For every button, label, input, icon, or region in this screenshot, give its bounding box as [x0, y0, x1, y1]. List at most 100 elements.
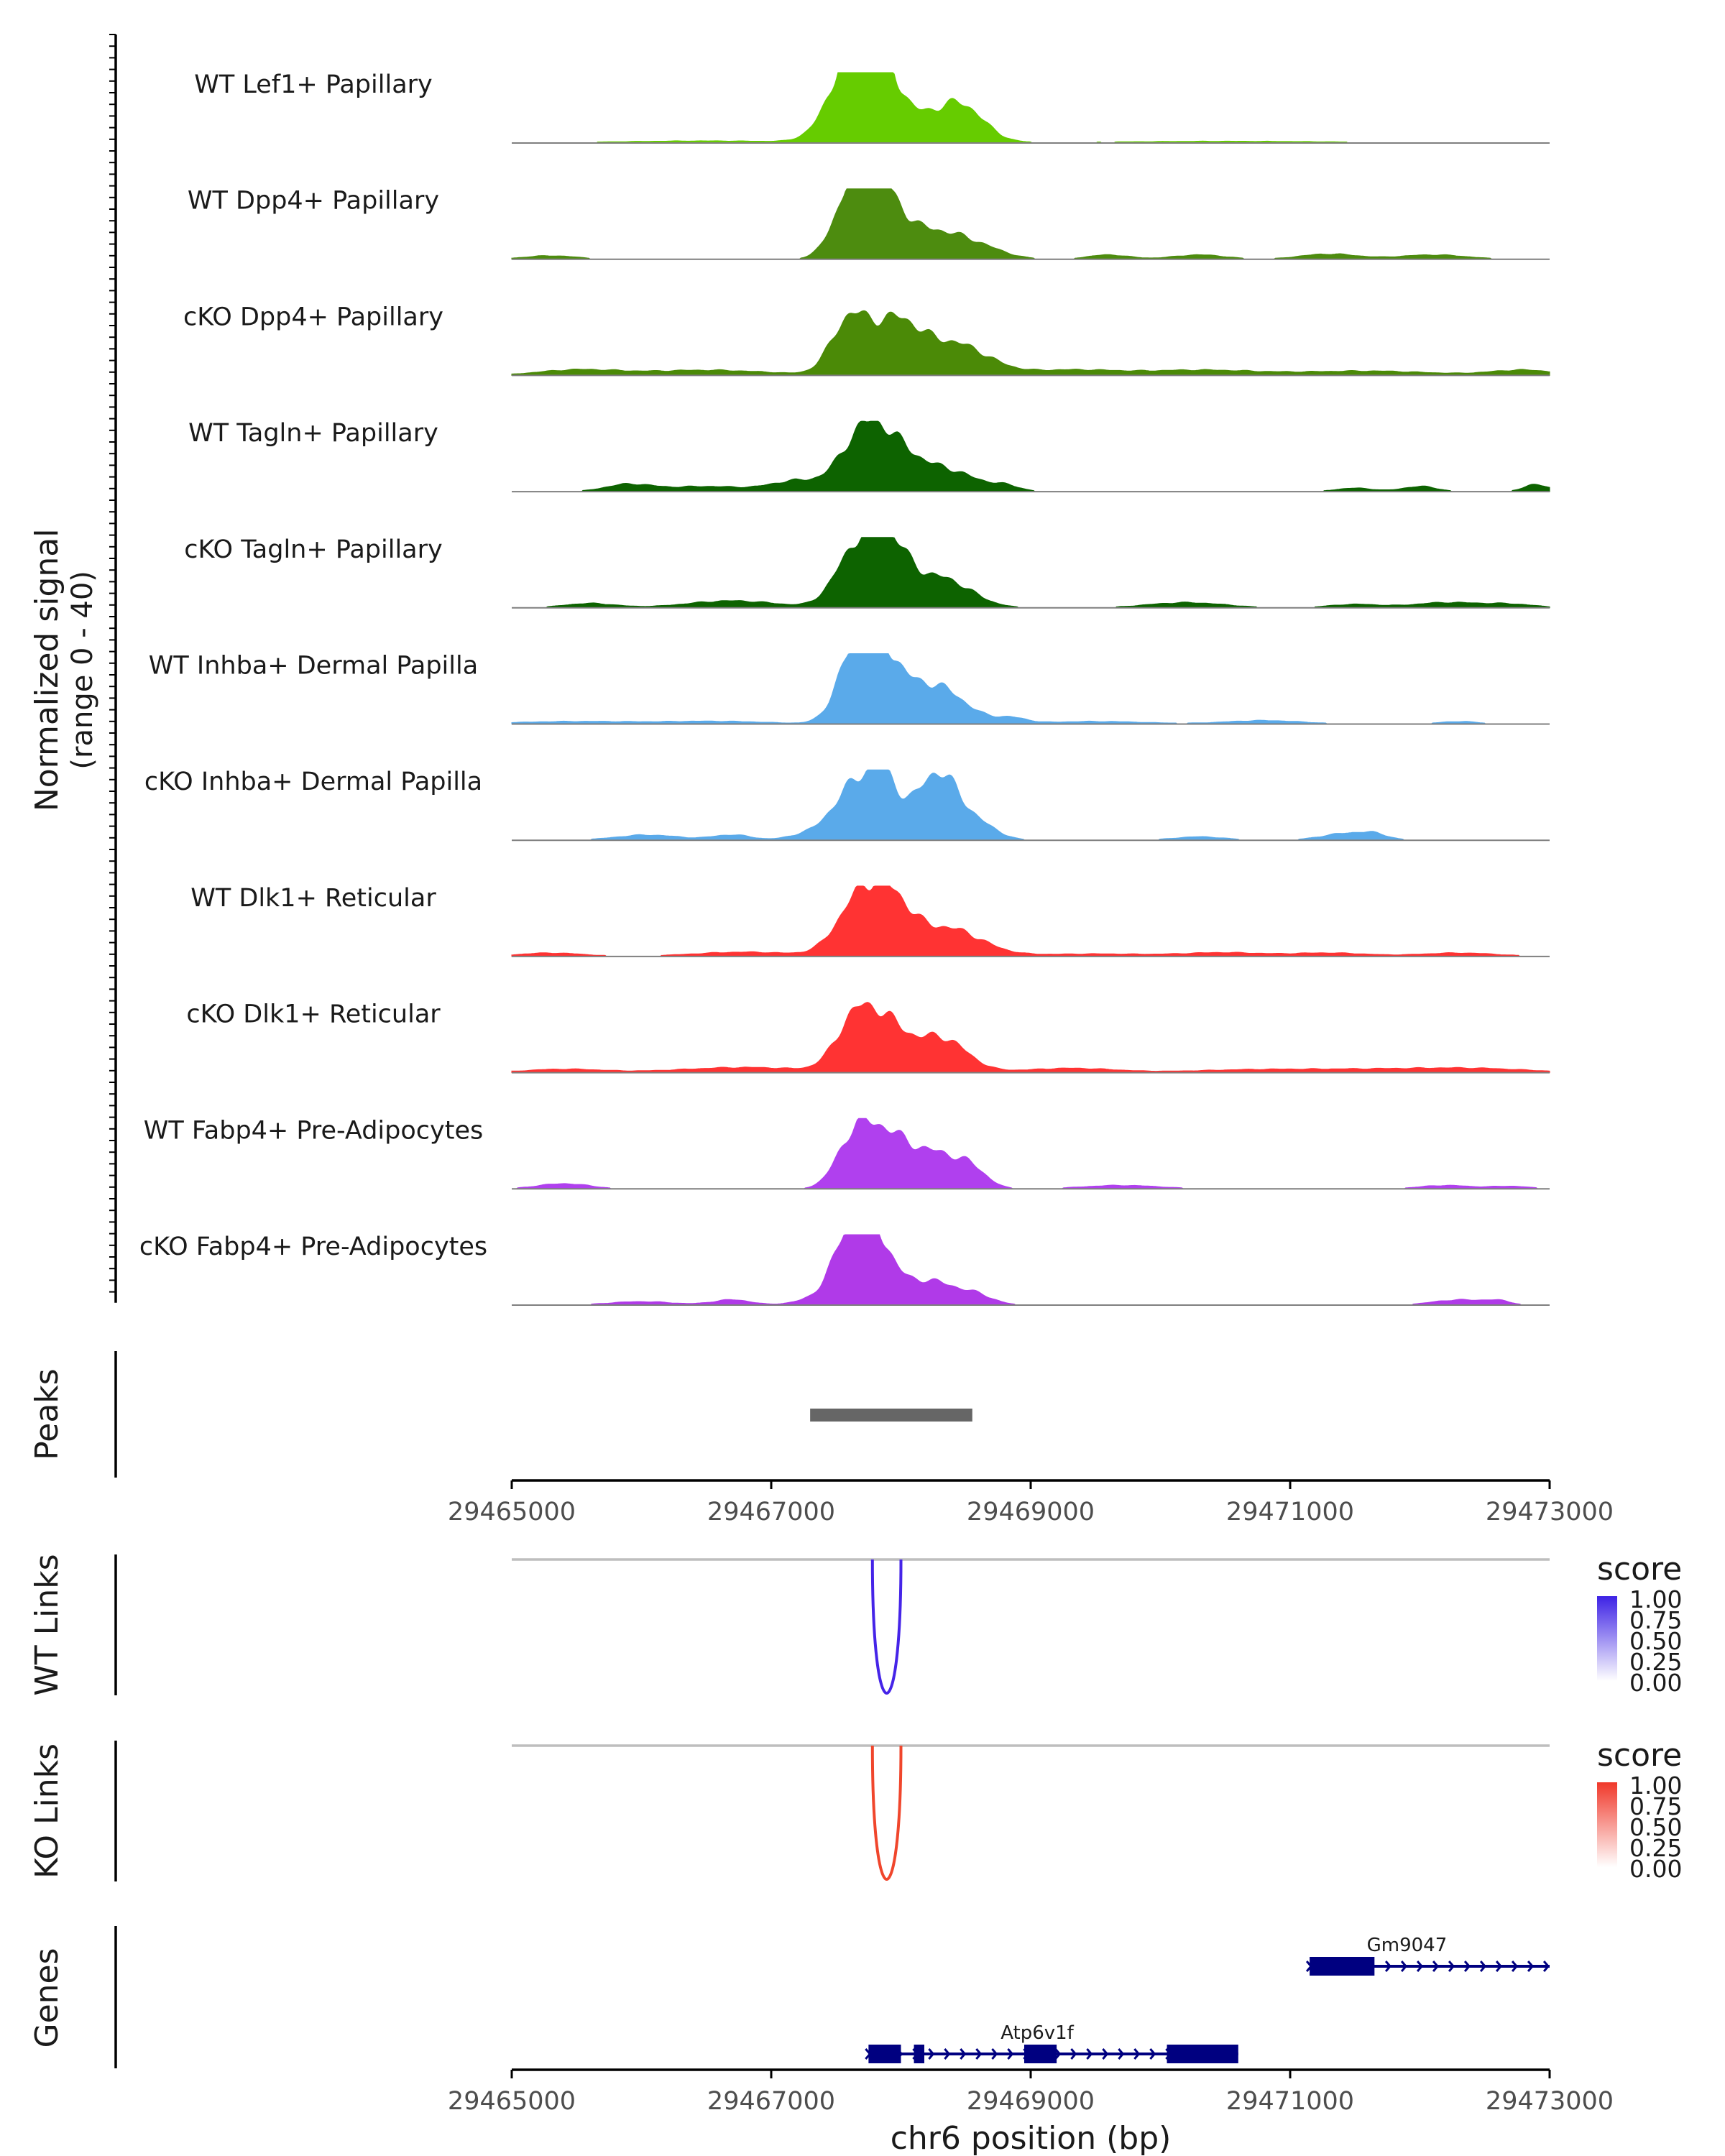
track-label: cKO Tagln+ Papillary: [184, 535, 443, 564]
gene-exon: [1024, 2045, 1057, 2063]
track-label: WT Lef1+ Papillary: [194, 70, 433, 99]
coverage-area: [512, 1234, 1550, 1306]
legend-tick-label: 0.25: [1629, 1648, 1682, 1676]
legend-title: score: [1597, 1737, 1682, 1774]
x-tick-label: 29465000: [448, 2087, 576, 2116]
x-tick-label: 29467000: [707, 1498, 835, 1526]
strand-arrow: [1321, 1961, 1329, 1972]
genes-track: Genes Gm9047 Atp6v1f 29465000 29467000 294690…: [29, 1926, 1614, 2156]
legend-tick-label: 0.50: [1629, 1813, 1682, 1841]
x-tick-label: 29467000: [707, 2087, 835, 2116]
legend-title: score: [1597, 1551, 1682, 1588]
strand-arrow: [896, 2048, 903, 2060]
strand-arrow: [1118, 2048, 1125, 2060]
link-arc: [870, 1745, 903, 1881]
track-label: cKO Inhba+ Dermal Papilla: [144, 768, 482, 796]
track-label: cKO Dpp4+ Papillary: [183, 303, 443, 331]
track-label: WT Dpp4+ Papillary: [188, 187, 439, 216]
legend-tick-label: 0.00: [1629, 1669, 1682, 1697]
coverage-tracks: Normalized signal (range 0 - 40) WT Lef1+ …: [29, 34, 1550, 1306]
x-tick-label: 29473000: [1486, 1498, 1614, 1526]
strand-arrow: [1305, 1961, 1313, 1972]
peaks-title: Peaks: [29, 1368, 65, 1460]
strand-arrow: [1400, 1961, 1408, 1972]
strand-arrow: [1213, 2048, 1220, 2060]
track-label: WT Tagln+ Papillary: [188, 419, 438, 448]
strand-arrow: [1542, 1961, 1550, 1972]
legend-tick-label: 0.50: [1629, 1627, 1682, 1655]
coverage-area: [512, 72, 1550, 144]
strand-arrow: [1181, 2048, 1188, 2060]
strand-arrow: [1527, 1961, 1535, 1972]
coverage-area: [511, 1002, 1550, 1074]
legend-tick-label: 1.00: [1629, 1585, 1682, 1613]
strand-arrow: [1463, 1961, 1471, 1972]
links-title: KO Links: [29, 1743, 65, 1879]
link-arc: [870, 1559, 903, 1695]
strand-arrow: [1368, 1961, 1376, 1972]
gene-exon: [914, 2045, 924, 2063]
peaks-track: Peaks 29465000 29467000 29469000 29471000 294…: [29, 1351, 1614, 1526]
legend-colorbar: [1597, 1782, 1617, 1867]
gene-name-label: Atp6v1f: [1000, 2022, 1074, 2044]
strand-arrow: [865, 2048, 872, 2060]
legend-tick-label: 0.25: [1629, 1834, 1682, 1862]
coverage-area: [512, 420, 1550, 492]
coverage-area: [511, 188, 1550, 260]
legend-colorbar: [1597, 1596, 1617, 1681]
x-tick-label: 29471000: [1226, 2087, 1354, 2116]
y-axis-subtitle: (range 0 - 40): [66, 571, 99, 769]
x-tick-label: 29465000: [448, 1498, 576, 1526]
strand-arrow: [1495, 1961, 1503, 1972]
gene-name-label: Gm9047: [1367, 1935, 1448, 1956]
coverage-area: [512, 1118, 1550, 1189]
peak-region-bar: [810, 1409, 972, 1422]
genes-title: Genes: [29, 1948, 65, 2047]
strand-arrow: [1337, 1961, 1345, 1972]
strand-arrow: [960, 2048, 967, 2060]
x-tick-label: 29473000: [1486, 2087, 1614, 2116]
x-tick-label: 29471000: [1226, 1498, 1354, 1526]
strand-arrow: [880, 2048, 888, 2060]
track-label: WT Fabp4+ Pre-Adipocytes: [144, 1116, 483, 1145]
strand-arrow: [1149, 2048, 1156, 2060]
strand-arrow: [1165, 2048, 1172, 2060]
strand-arrow: [1023, 2048, 1030, 2060]
legend-tick-label: 1.00: [1629, 1772, 1682, 1800]
x-axis-title: chr6 position (bp): [891, 2120, 1172, 2156]
strand-arrow: [1228, 2048, 1236, 2060]
strand-arrow: [1133, 2048, 1141, 2060]
strand-arrow: [1448, 1961, 1455, 1972]
links-title: WT Links: [29, 1554, 65, 1695]
track-label: cKO Fabp4+ Pre-Adipocytes: [139, 1233, 487, 1261]
strand-arrow: [912, 2048, 919, 2060]
legend-tick-label: 0.00: [1629, 1855, 1682, 1883]
strand-arrow: [944, 2048, 951, 2060]
coverage-area: [511, 310, 1550, 376]
coverage-area: [511, 653, 1550, 724]
strand-arrow: [1070, 2048, 1077, 2060]
strand-arrow: [1384, 1961, 1392, 1972]
strand-arrow: [1086, 2048, 1093, 2060]
x-tick-label: 29469000: [967, 1498, 1095, 1526]
strand-arrow: [991, 2048, 998, 2060]
x-tick-label: 29469000: [967, 2087, 1095, 2116]
strand-arrow: [1479, 1961, 1487, 1972]
strand-arrow: [1197, 2048, 1204, 2060]
legend-tick-label: 0.75: [1629, 1606, 1682, 1634]
strand-arrow: [1432, 1961, 1440, 1972]
track-label: WT Inhba+ Dermal Papilla: [149, 652, 478, 681]
strand-arrow: [1102, 2048, 1109, 2060]
strand-arrow: [928, 2048, 935, 2060]
coverage-area: [512, 537, 1550, 609]
strand-arrow: [1416, 1961, 1424, 1972]
track-label: WT Dlk1+ Reticular: [190, 884, 436, 913]
coverage-area: [512, 769, 1550, 841]
legend-tick-label: 0.75: [1629, 1792, 1682, 1820]
coverage-area: [511, 885, 1550, 957]
strand-arrow: [1039, 2048, 1046, 2060]
y-axis-title: Normalized signal: [29, 529, 65, 812]
strand-arrow: [1511, 1961, 1519, 1972]
